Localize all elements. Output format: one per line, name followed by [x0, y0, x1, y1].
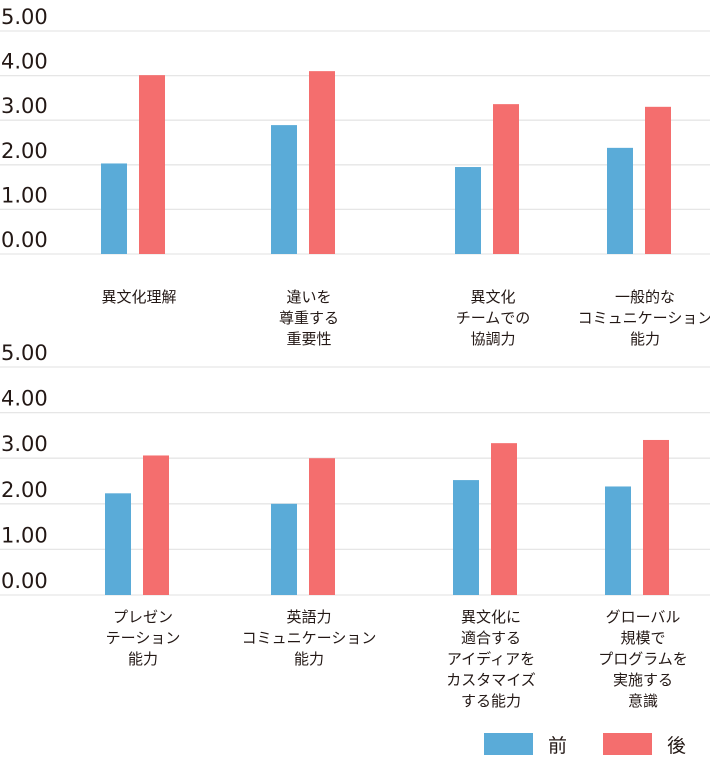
x-tick-label: 意識 — [628, 692, 658, 710]
x-tick-label: 英語力 — [286, 608, 331, 626]
bar-after — [491, 443, 517, 595]
x-tick-label: テーション — [106, 629, 181, 647]
x-tick-label: 尊重する — [279, 309, 339, 327]
y-tick-label: 1.00 — [1, 523, 48, 547]
y-tick-label: 4.00 — [1, 50, 48, 74]
x-tick-label: 違いを — [286, 288, 331, 306]
x-tick-label: コミュニケーション — [242, 629, 377, 647]
y-tick-label: 0.00 — [1, 569, 48, 593]
y-tick-label: 2.00 — [1, 139, 48, 163]
legend-swatch — [484, 733, 533, 755]
x-tick-label: 異文化に — [461, 608, 521, 626]
x-tick-label: 実施する — [613, 671, 673, 689]
bar-before — [605, 486, 631, 595]
bar-after — [493, 104, 519, 254]
x-tick-label: 能力 — [294, 650, 324, 668]
x-tick-label: 一般的な — [615, 288, 675, 306]
x-tick-label: する能力 — [461, 692, 521, 710]
bar-after — [643, 439, 669, 595]
bar-after — [645, 106, 671, 254]
legend-label: 後 — [667, 735, 686, 757]
y-tick-label: 2.00 — [1, 478, 48, 502]
legend-swatch — [603, 733, 652, 755]
y-tick-label: 1.00 — [1, 183, 48, 207]
bar-before — [101, 163, 127, 254]
x-tick-label: 能力 — [630, 330, 660, 348]
x-tick-label: 異文化理解 — [101, 288, 176, 306]
bar-after — [309, 458, 335, 595]
bar-before — [271, 503, 297, 595]
x-tick-label: グローバル — [606, 608, 681, 626]
x-tick-label: プログラムを — [598, 650, 688, 668]
x-tick-label: アイディアを — [447, 650, 535, 668]
bar-before — [271, 125, 297, 254]
bar-before — [453, 480, 479, 595]
bar-after — [143, 455, 169, 595]
x-tick-label: 重要性 — [286, 330, 331, 348]
y-tick-label: 5.00 — [1, 341, 48, 365]
x-tick-label: 能力 — [128, 650, 158, 668]
x-tick-label: プレゼン — [113, 608, 173, 626]
x-tick-label: コミュニケーション — [578, 309, 710, 327]
bar-before — [105, 493, 131, 595]
x-tick-label: 適合する — [461, 629, 521, 647]
y-tick-label: 3.00 — [1, 432, 48, 456]
y-tick-label: 4.00 — [1, 387, 48, 411]
y-tick-label: 5.00 — [1, 5, 48, 29]
bar-before — [607, 147, 633, 254]
y-tick-label: 0.00 — [1, 228, 48, 252]
x-tick-label: カスタマイズ — [446, 671, 536, 689]
bar-after — [309, 71, 335, 254]
x-tick-label: 規模で — [620, 629, 665, 647]
bar-before — [455, 167, 481, 254]
x-tick-label: 協調力 — [470, 330, 515, 348]
y-tick-label: 3.00 — [1, 94, 48, 118]
x-tick-label: 異文化 — [470, 288, 515, 306]
legend-label: 前 — [548, 735, 567, 757]
x-tick-label: チームでの — [456, 309, 531, 327]
bar-after — [139, 75, 165, 255]
